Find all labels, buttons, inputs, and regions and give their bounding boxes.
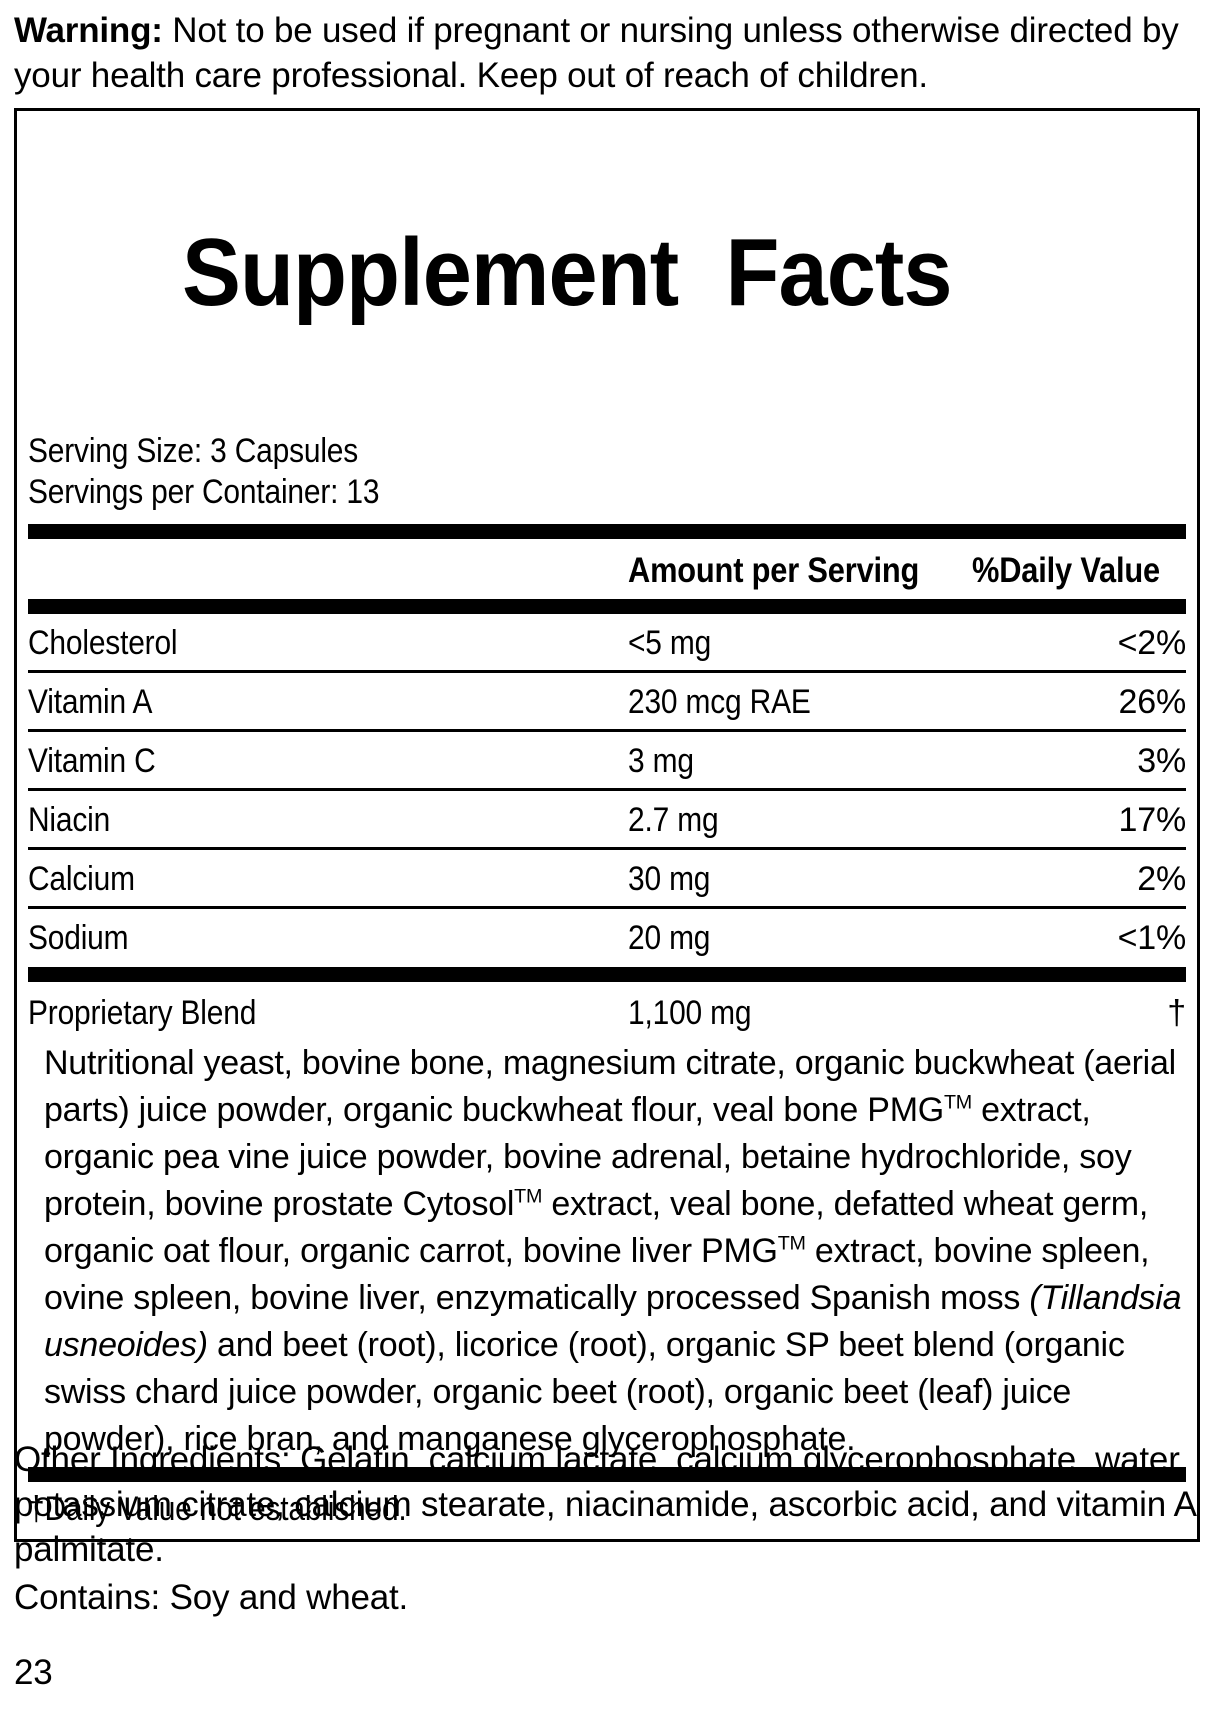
nutrient-amount: 20 mg: [628, 919, 711, 957]
rule-above-blend: [28, 967, 1186, 982]
page-number: 23: [14, 1653, 53, 1692]
row-divider: [28, 847, 1186, 850]
blend-ingredients-text: Nutritional yeast, bovine bone, magnesiu…: [44, 1044, 1182, 1458]
nutrient-amount: 2.7 mg: [628, 801, 719, 839]
other-ingredients: Other Ingredients: Gelatin, calcium lact…: [14, 1440, 1195, 1569]
blend-amount: 1,100 mg: [628, 994, 752, 1032]
table-row: Vitamin A 230 mcg RAE 26%: [28, 673, 1186, 729]
nutrient-rows: Cholesterol <5 mg <2% Vitamin A 230 mcg RAE 2…: [28, 614, 1186, 965]
nutrient-amount: 30 mg: [628, 860, 711, 898]
nutrient-daily-value: <1%: [1117, 919, 1187, 957]
header-amount-per-serving: Amount per Serving: [628, 551, 920, 590]
header-daily-value: %Daily Value: [972, 551, 1161, 590]
table-row: Cholesterol <5 mg <2%: [28, 614, 1186, 670]
table-row: Calcium 30 mg 2%: [28, 850, 1186, 906]
warning-statement: Warning: Not to be used if pregnant or n…: [14, 8, 1204, 98]
trademark-symbol: TM: [943, 1091, 972, 1114]
nutrient-daily-value: <2%: [1117, 624, 1187, 662]
contains-statement: Contains: Soy and wheat.: [14, 1578, 409, 1617]
serving-size: Serving Size: 3 Capsules: [28, 431, 1186, 472]
nutrient-amount: 3 mg: [628, 742, 694, 780]
blend-daily-value: †: [1167, 994, 1186, 1032]
row-divider: [28, 670, 1186, 673]
proprietary-blend-row: Proprietary Blend 1,100 mg †: [28, 982, 1186, 1038]
nutrient-daily-value: 3%: [1137, 742, 1186, 780]
nutrient-daily-value: 17%: [1118, 801, 1187, 839]
proprietary-blend-row-table: Proprietary Blend 1,100 mg †: [28, 982, 1186, 1038]
supplement-facts-panel: Supplement Facts Serving Size: 3 Capsule…: [14, 108, 1200, 1542]
panel-title-text: Supplement Facts: [182, 219, 952, 326]
servings-per-container-text: Servings per Container: 13: [28, 473, 380, 511]
row-divider: [28, 906, 1186, 909]
servings-per-container: Servings per Container: 13: [28, 472, 1186, 513]
blend-name: Proprietary Blend: [28, 994, 257, 1032]
botanical-name: (Tillandsia usneoides): [44, 1279, 1182, 1364]
nutrient-name: Sodium: [28, 919, 129, 957]
table-row: Niacin 2.7 mg 17%: [28, 791, 1186, 847]
rule-below-header: [28, 599, 1186, 614]
nutrition-table: Amount per Serving %Daily Value: [28, 539, 1186, 599]
rule-below-blend: [28, 1467, 1186, 1482]
warning-label: Warning:: [14, 11, 163, 50]
daily-value-footnote: †Daily Value not established.: [28, 1490, 407, 1528]
serving-size-text: Serving Size: 3 Capsules: [28, 432, 359, 470]
row-divider: [28, 729, 1186, 732]
nutrient-daily-value: 26%: [1118, 683, 1187, 721]
nutrient-name: Vitamin A: [28, 683, 153, 721]
nutrient-amount: 230 mcg RAE: [628, 683, 811, 721]
nutrient-name: Niacin: [28, 801, 111, 839]
panel-title: Supplement Facts: [28, 117, 1186, 429]
table-row: Sodium 20 mg <1%: [28, 909, 1186, 965]
table-row: Vitamin C 3 mg 3%: [28, 732, 1186, 788]
trademark-symbol: TM: [777, 1232, 806, 1255]
nutrient-daily-value: 2%: [1137, 860, 1186, 898]
rule-above-header: [28, 524, 1186, 539]
trademark-symbol: TM: [514, 1185, 543, 1208]
table-header-row: Amount per Serving %Daily Value: [28, 539, 1186, 599]
nutrient-name: Vitamin C: [28, 742, 156, 780]
header-blank: [28, 539, 628, 599]
nutrient-amount: <5 mg: [628, 624, 712, 662]
warning-text: Not to be used if pregnant or nursing un…: [14, 11, 1179, 95]
nutrient-name: Calcium: [28, 860, 135, 898]
row-divider: [28, 788, 1186, 791]
nutrient-name: Cholesterol: [28, 624, 178, 662]
